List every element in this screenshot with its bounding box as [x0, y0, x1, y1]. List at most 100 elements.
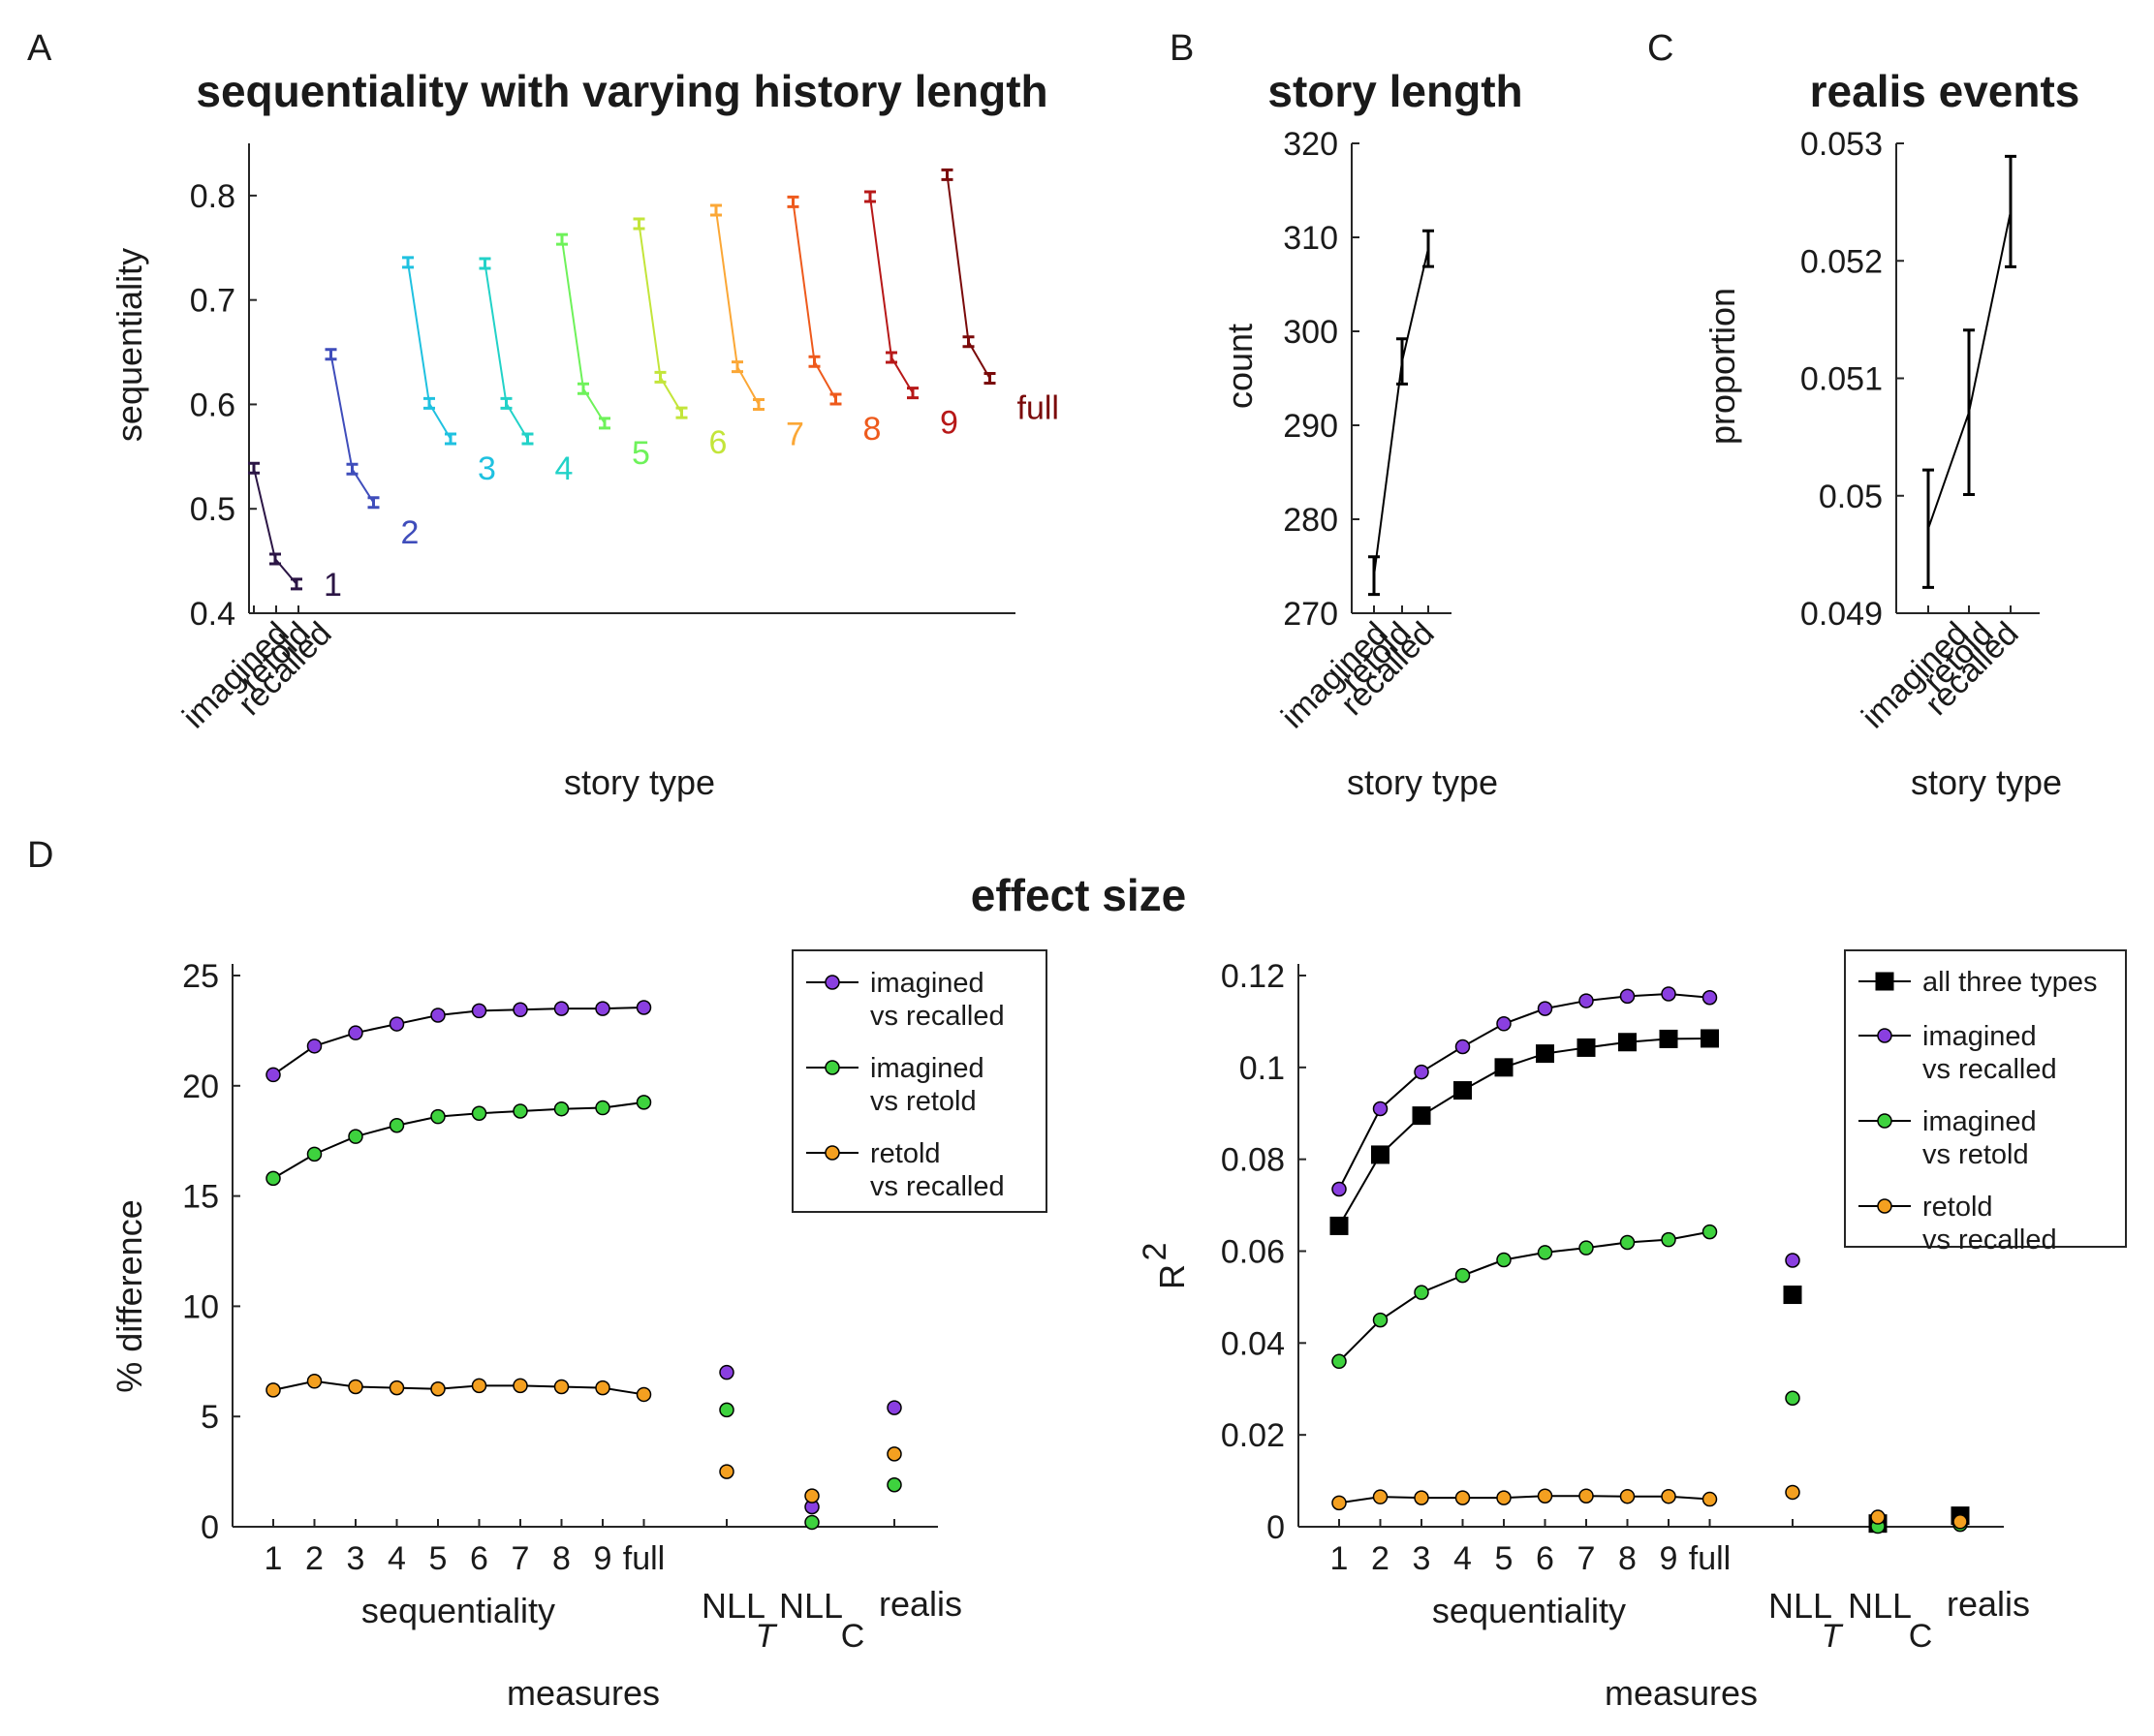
panel-b-title: story length — [1267, 66, 1522, 116]
panel-a-errorbar — [886, 351, 897, 364]
panel-d-right-xlabel-seq: sequentiality — [1432, 1591, 1626, 1630]
panel-a-errorbar — [578, 382, 589, 395]
panel-d-right-xtick-label: 5 — [1495, 1540, 1514, 1577]
panel-d-right-marker — [1701, 990, 1718, 1006]
panel-d-left-marker — [430, 1008, 446, 1023]
panel-c-ytick-label: 0.052 — [1800, 243, 1883, 280]
panel-b-ytick-label: 320 — [1283, 126, 1338, 163]
panel-d-left-legend-label: retold — [870, 1138, 941, 1169]
panel-b-xticks: imagined retold recalled — [1274, 615, 1441, 735]
panel-d-right-marker — [1661, 986, 1676, 1002]
panel-d-left-nllc: NLL — [779, 1586, 843, 1626]
panel-d-right-marker — [1372, 1489, 1389, 1504]
panel-d-right-marker — [1578, 1240, 1594, 1256]
panel-d-left-marker — [348, 1025, 363, 1040]
panel-d-left-realis: realis — [879, 1584, 962, 1624]
panel-d-right-xtick-label: 9 — [1660, 1540, 1678, 1577]
panel-d-left-marker — [553, 1100, 570, 1117]
panel-a-errorbar — [367, 496, 380, 510]
panel-d-right-marker — [1537, 1245, 1553, 1260]
panel-a-errorbar — [962, 335, 975, 349]
panel-d-right-marker — [1414, 1285, 1429, 1300]
panel-a-group-label: 4 — [555, 450, 574, 487]
panel-b-errorbar — [1422, 229, 1434, 268]
panel-b-errorbar — [1396, 337, 1408, 386]
panel-a-xlabel: story type — [564, 762, 715, 802]
panel-d-right-ytick-label: 0.08 — [1221, 1142, 1285, 1179]
panel-a-errorbar — [500, 396, 513, 410]
panel-a-errorbar — [599, 417, 610, 430]
panel-d-left-series-line — [272, 1007, 644, 1076]
panel-d-left-xtick-label: 1 — [265, 1540, 283, 1577]
panel-d-title: effect size — [971, 870, 1186, 920]
panel-a-group-label: 8 — [863, 411, 882, 448]
panel-d-right-marker — [1578, 1488, 1594, 1504]
panel-d-right-marker-square — [1576, 1038, 1596, 1057]
panel-d-right-ytick-label: 0 — [1266, 1509, 1285, 1546]
panel-a-ytick-label: 0.6 — [190, 387, 235, 423]
panel-d-right-series-line — [1338, 992, 1710, 1190]
panel-a-yticks: 0.4 0.5 0.6 0.7 0.8 — [190, 178, 257, 633]
panel-d-right-marker — [1414, 1490, 1429, 1505]
panel-d-right-marker-square — [1783, 1286, 1802, 1305]
panel-a-errorbar — [556, 232, 568, 246]
panel-d-right-marker — [1414, 1064, 1429, 1080]
panel-d-left-marker — [389, 1016, 405, 1032]
panel-d-right-marker — [1537, 1001, 1553, 1016]
panel-c-ytick-label: 0.049 — [1800, 596, 1883, 633]
panel-d-right-marker — [1496, 1016, 1512, 1032]
panel-a-ytick-label: 0.8 — [190, 178, 235, 215]
panel-d-left-marker — [389, 1118, 405, 1133]
panel-d-left-marker — [430, 1381, 446, 1397]
panel-a-series-line — [484, 263, 529, 440]
panel-d-right-marker — [1331, 1495, 1347, 1511]
panel-a-title: sequentiality with varying history lengt… — [196, 66, 1047, 116]
panel-d-right-xtick-label: full — [1689, 1540, 1731, 1577]
panel-d-right-series-line — [1338, 1037, 1710, 1226]
panel-d-right-marker — [1454, 1490, 1471, 1505]
panel-d-left-marker — [887, 1400, 902, 1415]
panel-d-left-marker — [306, 1374, 323, 1389]
panel-d-left-marker — [804, 1488, 820, 1504]
panel-d-left-xtick-label: 3 — [347, 1540, 365, 1577]
panel-c-title: realis events — [1810, 66, 2080, 116]
panel-d-right-xtick-label: 8 — [1618, 1540, 1637, 1577]
panel-d-left-series-line — [272, 1100, 644, 1180]
panel-a-errorbar — [732, 360, 743, 374]
panel-d-left-marker — [595, 1380, 610, 1396]
panel-d-left-marker — [348, 1129, 363, 1144]
panel-d-right-legend-marker — [1877, 1113, 1892, 1129]
panel-d-left-ytick-label: 25 — [182, 958, 219, 995]
panel-a-group-label: 2 — [401, 514, 420, 551]
panel-d-left-xtick-label: 4 — [388, 1540, 406, 1577]
panel-a-ylabel: sequentiality — [109, 248, 149, 442]
panel-d-left-xtick-label: 7 — [512, 1540, 530, 1577]
panel-a-errorbar — [710, 203, 722, 217]
panel-a-errorbar — [829, 392, 842, 406]
panel-b-ytick-label: 310 — [1283, 220, 1338, 257]
panel-a-errorbar — [325, 348, 337, 361]
panel-d-left-ytick-label: 20 — [182, 1069, 219, 1105]
panel-d-left-marker — [306, 1146, 323, 1162]
panel-d-right-marker-square — [1371, 1145, 1389, 1164]
panel-d-right-series-line — [1338, 1495, 1710, 1504]
panel-d-left-xlabel: measures — [507, 1673, 660, 1713]
panel-d-right-marker — [1331, 1181, 1347, 1197]
panel-d-left-marker — [513, 1378, 528, 1394]
panel-d-right-ytick-label: 0.12 — [1221, 958, 1285, 995]
panel-d-right-marker — [1785, 1390, 1800, 1406]
panel-a-errorbar — [787, 195, 799, 208]
panel-d-left-plot — [265, 1000, 902, 1531]
panel-d-right-legend-marker — [1877, 1028, 1892, 1043]
panel-a-series-line — [329, 354, 375, 504]
panel-d-left-marker — [471, 1378, 487, 1394]
panel-a-group-label: 9 — [940, 405, 958, 442]
panel-d-left-legend-marker — [825, 1060, 840, 1075]
panel-a-errorbar — [808, 355, 821, 368]
panel-d-left-marker — [513, 1103, 528, 1119]
panel-d-left-legend-box — [792, 949, 1047, 1213]
panel-d-left-marker — [636, 1095, 652, 1110]
panel-d-right-marker — [1870, 1509, 1886, 1525]
